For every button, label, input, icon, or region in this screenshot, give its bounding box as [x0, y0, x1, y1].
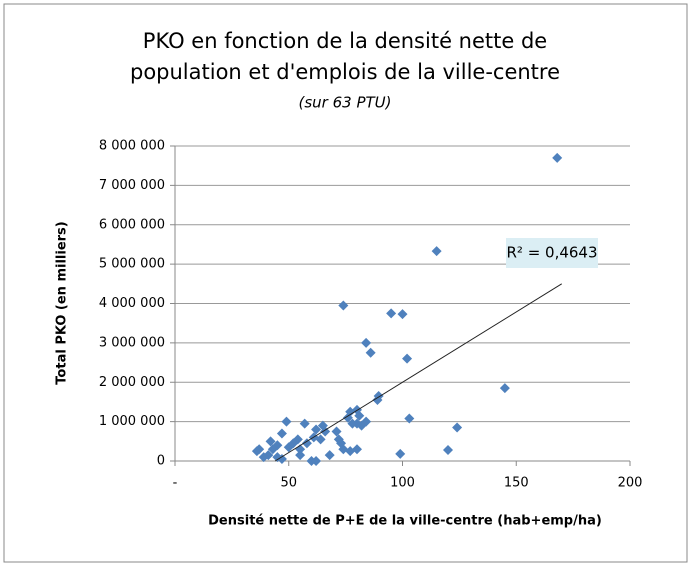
point	[354, 410, 365, 421]
y-tick-label: 1 000 000	[99, 414, 165, 429]
point	[338, 300, 349, 311]
point	[295, 450, 306, 461]
point	[267, 444, 278, 455]
point	[315, 434, 326, 445]
point	[361, 337, 372, 348]
x-tick-label: 50	[280, 476, 297, 491]
trendline	[274, 283, 563, 462]
annotation-box	[506, 238, 598, 268]
y-tick-label: 8 000 000	[99, 139, 165, 154]
point	[336, 438, 347, 449]
point	[301, 438, 312, 449]
point	[397, 309, 408, 320]
y-tick-label: 4 000 000	[99, 296, 165, 311]
chart-title-line: PKO en fonction de la densité nette de	[143, 29, 547, 53]
y-tick-label: 2 000 000	[99, 375, 165, 390]
y-axis-label: Total PKO (en milliers)	[55, 221, 70, 384]
chart-border	[3, 3, 688, 563]
point	[288, 438, 299, 449]
annotation: R² = 0,4643	[506, 244, 597, 262]
x-tick-label: -	[173, 476, 178, 491]
point	[276, 454, 287, 465]
point	[276, 428, 287, 439]
y-tick-label: 0	[157, 454, 165, 469]
chart-title-line: population et d'emplois de la ville-cent…	[130, 60, 560, 84]
y-tick-label: 3 000 000	[99, 335, 165, 350]
point	[342, 412, 353, 423]
point	[431, 246, 442, 257]
point	[552, 152, 563, 163]
y-tick-label: 5 000 000	[99, 257, 165, 272]
chart-subtitle: (sur 63 PTU)	[298, 94, 391, 112]
point	[361, 416, 372, 427]
y-tick-label: 6 000 000	[99, 217, 165, 232]
point	[324, 450, 335, 461]
point	[347, 418, 358, 429]
point	[311, 424, 322, 435]
x-tick-label: 200	[618, 476, 643, 491]
point	[386, 308, 397, 319]
x-axis-label: Densité nette de P+E de la ville-centre …	[208, 514, 602, 529]
point	[402, 353, 413, 364]
point	[452, 422, 463, 433]
point	[331, 426, 342, 437]
point	[251, 446, 262, 457]
point	[281, 416, 292, 427]
point	[372, 394, 383, 405]
point	[365, 347, 376, 358]
point	[499, 383, 510, 394]
point	[311, 456, 322, 466]
point	[258, 452, 269, 463]
point	[299, 418, 310, 429]
point	[265, 436, 276, 447]
y-tick-label: 7 000 000	[99, 178, 165, 193]
x-tick-label: 150	[504, 476, 529, 491]
point	[395, 448, 406, 459]
point	[352, 444, 362, 455]
x-tick-label: 100	[390, 476, 415, 491]
point	[443, 444, 453, 455]
point	[404, 413, 415, 424]
